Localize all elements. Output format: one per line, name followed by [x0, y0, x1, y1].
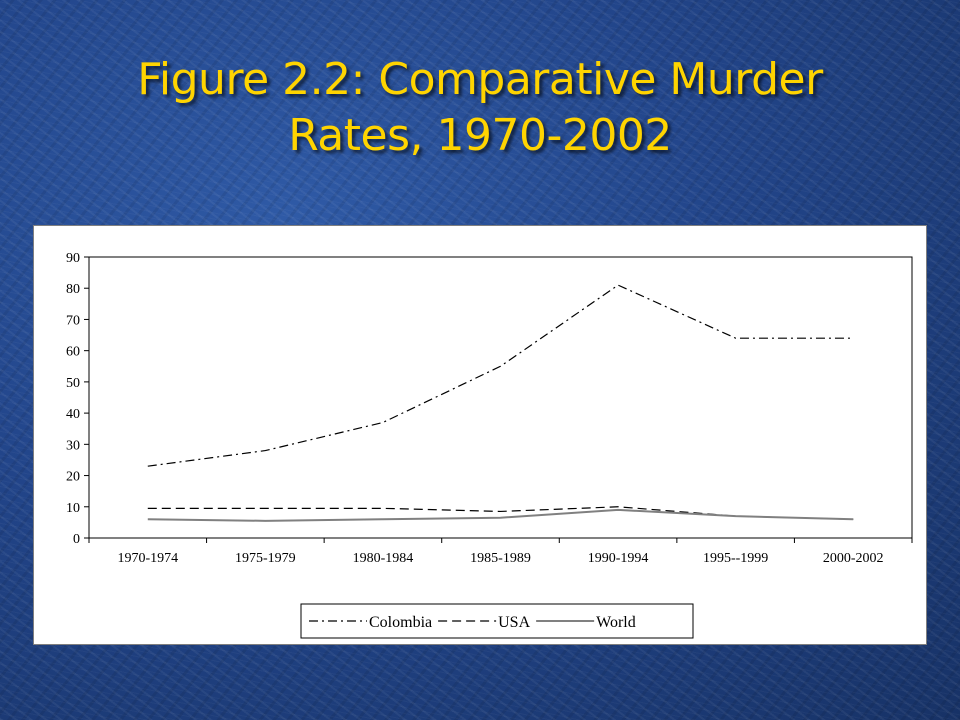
axes: [88, 256, 913, 539]
x-axis-ticks: 1970-1974 1975-1979 1980-1984 1985-1989 1990…: [88, 538, 913, 566]
x-tick-label: 2000-2002: [823, 551, 884, 566]
y-tick-label: 10: [66, 501, 80, 516]
chart-area: 0 10 20 30 40 50 60 70 80 90 1970-1974 1975-1979 19…: [33, 225, 927, 645]
y-tick-label: 80: [66, 282, 80, 297]
legend-label-world: World: [596, 614, 636, 631]
series-line-colombia: [147, 284, 854, 467]
slide-title-line-2: Rates, 1970-2002: [288, 110, 672, 161]
slide-title-line-1: Figure 2.2: Comparative Murder: [137, 54, 823, 105]
plot-frame: [88, 256, 913, 539]
legend: Colombia USA World: [300, 603, 694, 639]
legend-label-usa: USA: [498, 614, 530, 631]
y-tick-label: 60: [66, 345, 80, 360]
x-tick-label: 1995--1999: [703, 551, 768, 566]
series-line-world: [147, 508, 854, 522]
legend-label-colombia: Colombia: [369, 614, 432, 631]
y-tick-label: 40: [66, 407, 80, 422]
series-lines: [147, 284, 854, 522]
y-tick-label: 50: [66, 376, 80, 391]
x-tick-label: 1980-1984: [353, 551, 414, 566]
y-tick-label: 0: [73, 532, 80, 547]
x-tick-label: 1985-1989: [470, 551, 531, 566]
x-tick-label: 1975-1979: [235, 551, 296, 566]
y-tick-label: 90: [66, 251, 80, 266]
y-axis-ticks: 0 10 20 30 40 50 60 70 80 90: [66, 251, 89, 547]
x-tick-label: 1970-1974: [117, 551, 178, 566]
y-tick-label: 70: [66, 313, 80, 328]
y-tick-label: 30: [66, 438, 80, 453]
y-tick-label: 20: [66, 470, 80, 485]
x-tick-label: 1990-1994: [588, 551, 649, 566]
slide-title: Figure 2.2: Comparative Murder Rates, 19…: [0, 52, 960, 164]
